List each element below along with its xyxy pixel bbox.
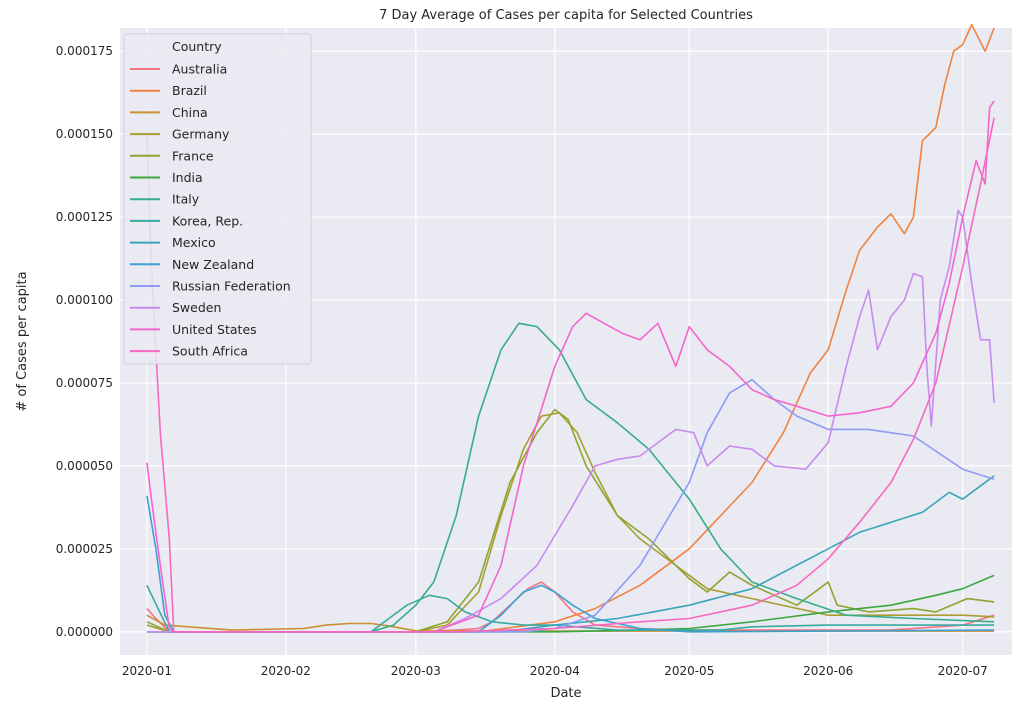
legend-title: Country [172, 39, 222, 54]
legend-label: Brazil [172, 83, 207, 98]
y-axis-label: # of Cases per capita [15, 271, 30, 411]
legend-label: Sweden [172, 300, 221, 315]
y-tick-label: 0.000075 [56, 376, 113, 390]
series-line [146, 322, 995, 633]
legend-label: Russian Federation [172, 279, 291, 294]
legend-label: New Zealand [172, 257, 254, 272]
legend-label: Korea, Rep. [172, 213, 243, 228]
y-tick-label: 0.000100 [56, 293, 113, 307]
y-tick-label: 0.000000 [56, 625, 113, 639]
legend-label: China [172, 105, 208, 120]
series-line [146, 408, 995, 633]
x-tick-label: 2020-02 [261, 664, 311, 678]
legend-box [123, 33, 312, 365]
legend-label: Australia [172, 62, 227, 77]
series-line [146, 209, 995, 633]
x-tick-label: 2020-07 [938, 664, 988, 678]
series-line [146, 584, 995, 633]
y-tick-label: 0.000025 [56, 542, 113, 556]
y-tick-label: 0.000125 [56, 210, 113, 224]
x-tick-label: 2020-03 [391, 664, 441, 678]
x-tick-label: 2020-05 [664, 664, 714, 678]
x-axis-label: Date [550, 686, 581, 701]
x-tick-label: 2020-06 [803, 664, 853, 678]
series-line [146, 378, 995, 633]
legend-label: Germany [172, 127, 230, 142]
series-line [146, 412, 995, 633]
series-line [146, 23, 995, 633]
legend-label: Italy [172, 192, 200, 207]
y-tick-label: 0.000150 [56, 127, 113, 141]
legend-label: France [172, 148, 214, 163]
x-tick-label: 2020-01 [122, 664, 172, 678]
legend-items: Australia Brazil China Germany France India It… [130, 62, 291, 359]
legend: Country Australia Brazil China Germany Franc… [123, 33, 312, 365]
y-tick-label: 0.000175 [56, 44, 113, 58]
y-tick-label: 0.000050 [56, 459, 113, 473]
series-line [146, 100, 995, 633]
series-line [146, 574, 995, 633]
y-tick-labels: 0.000000 0.000025 0.000050 0.000075 0.000100… [56, 44, 113, 639]
series-line [146, 495, 995, 633]
legend-label: India [172, 170, 203, 185]
legend-label: Mexico [172, 235, 216, 250]
x-tick-labels: 2020-01 2020-02 2020-03 2020-04 2020-05 2020-… [122, 664, 988, 678]
chart-title: 7 Day Average of Cases per capita for Se… [379, 8, 753, 23]
legend-label: South Africa [172, 344, 248, 359]
series-line [146, 117, 995, 633]
legend-label: United States [172, 322, 257, 337]
x-tick-label: 2020-04 [530, 664, 580, 678]
series-lines [146, 23, 995, 633]
